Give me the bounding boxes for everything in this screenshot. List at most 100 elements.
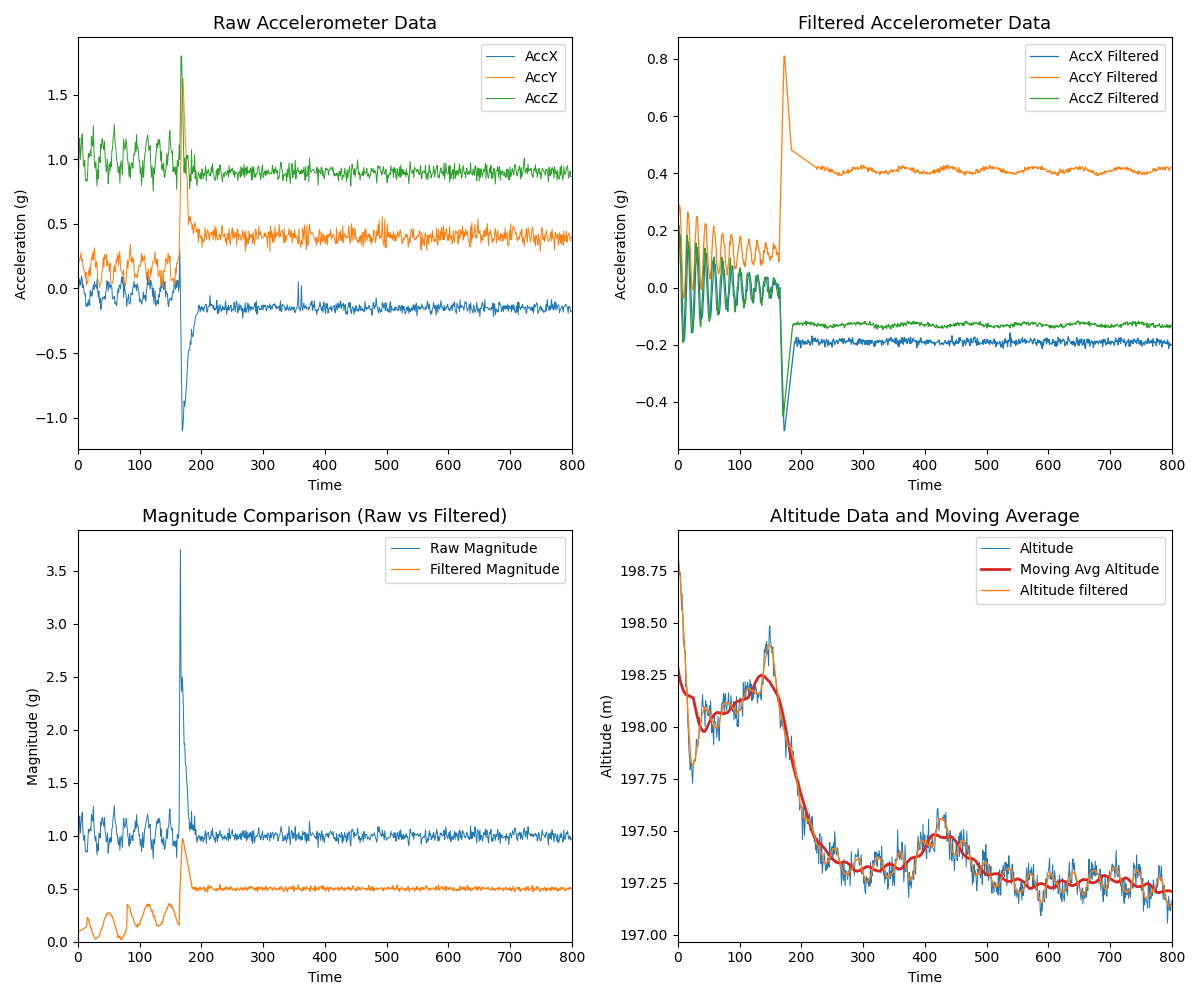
Line: AccZ: AccZ xyxy=(78,56,571,191)
AccX xyxy=(372,307,386,319)
AccZ xyxy=(564,171,578,183)
Raw Magnitude xyxy=(173,543,187,555)
Line: AccX Filtered: AccX Filtered xyxy=(678,235,1171,431)
Moving Avg Altitude xyxy=(1152,887,1166,899)
Filtered Magnitude xyxy=(372,883,386,895)
AccY xyxy=(102,261,116,273)
AccZ Filtered xyxy=(959,317,973,329)
AccY Filtered xyxy=(1097,168,1111,180)
AccZ xyxy=(386,171,401,183)
Altitude xyxy=(1160,917,1175,929)
Raw Magnitude xyxy=(497,831,511,843)
Altitude xyxy=(985,887,1000,899)
AccX xyxy=(497,300,511,312)
AccZ xyxy=(497,169,511,181)
Raw Magnitude xyxy=(446,834,461,846)
Raw Magnitude xyxy=(386,832,401,844)
AccX Filtered xyxy=(673,229,688,241)
Altitude filtered xyxy=(985,874,1000,886)
Altitude filtered xyxy=(1163,901,1177,913)
Moving Avg Altitude xyxy=(1045,882,1060,894)
Raw Magnitude xyxy=(101,847,115,859)
AccY Filtered xyxy=(776,50,791,62)
Raw Magnitude xyxy=(372,826,386,838)
Altitude xyxy=(1045,871,1060,883)
Moving Avg Altitude xyxy=(1096,870,1110,882)
AccY Filtered xyxy=(971,165,985,177)
Y-axis label: Altitude (m): Altitude (m) xyxy=(600,694,614,777)
AccY Filtered xyxy=(671,232,685,244)
Line: Altitude filtered: Altitude filtered xyxy=(678,564,1171,907)
AccX xyxy=(173,244,187,256)
AccY xyxy=(446,225,461,237)
Y-axis label: Acceleration (g): Acceleration (g) xyxy=(616,188,629,299)
AccZ Filtered xyxy=(702,312,716,324)
Filtered Magnitude xyxy=(175,833,190,845)
AccY xyxy=(71,258,85,270)
Moving Avg Altitude xyxy=(958,849,972,861)
Line: AccY: AccY xyxy=(78,79,571,288)
AccZ Filtered xyxy=(1164,319,1178,331)
AccX Filtered xyxy=(671,281,685,293)
AccX Filtered xyxy=(986,335,1001,347)
AccZ xyxy=(446,173,461,185)
AccZ Filtered xyxy=(1097,321,1111,333)
Line: Moving Avg Altitude: Moving Avg Altitude xyxy=(678,668,1171,893)
Line: AccY Filtered: AccY Filtered xyxy=(678,56,1171,298)
AccX xyxy=(564,305,578,317)
Altitude filtered xyxy=(1096,878,1110,890)
Raw Magnitude xyxy=(359,828,373,840)
Legend: Altitude, Moving Avg Altitude, Altitude filtered: Altitude, Moving Avg Altitude, Altitude … xyxy=(976,537,1165,604)
Moving Avg Altitude xyxy=(970,858,984,870)
AccX xyxy=(446,297,461,309)
Raw Magnitude xyxy=(146,853,161,865)
AccY xyxy=(175,73,190,85)
AccX xyxy=(71,284,85,296)
Altitude filtered xyxy=(958,837,972,849)
AccX Filtered xyxy=(1046,336,1061,348)
Moving Avg Altitude xyxy=(671,662,685,674)
AccY xyxy=(497,227,511,239)
AccY xyxy=(564,230,578,242)
AccY Filtered xyxy=(959,165,973,177)
AccY xyxy=(372,229,386,241)
AccZ xyxy=(101,177,115,189)
AccY Filtered xyxy=(677,292,691,304)
Filtered Magnitude xyxy=(359,884,373,896)
Title: Filtered Accelerometer Data: Filtered Accelerometer Data xyxy=(798,15,1051,33)
Altitude filtered xyxy=(701,705,715,717)
Altitude xyxy=(958,840,972,852)
X-axis label: Time: Time xyxy=(908,479,942,493)
Y-axis label: Acceleration (g): Acceleration (g) xyxy=(14,188,29,299)
Title: Raw Accelerometer Data: Raw Accelerometer Data xyxy=(212,15,437,33)
Line: AccX: AccX xyxy=(78,250,571,431)
Filtered Magnitude xyxy=(114,934,128,946)
Line: Raw Magnitude: Raw Magnitude xyxy=(78,549,571,859)
Altitude xyxy=(701,708,715,720)
Title: Magnitude Comparison (Raw vs Filtered): Magnitude Comparison (Raw vs Filtered) xyxy=(143,508,508,526)
X-axis label: Time: Time xyxy=(908,971,942,985)
Filtered Magnitude xyxy=(446,882,461,894)
Altitude xyxy=(970,877,984,889)
Filtered Magnitude xyxy=(497,883,511,895)
AccX xyxy=(386,304,401,316)
AccZ Filtered xyxy=(672,220,686,232)
X-axis label: Time: Time xyxy=(308,479,342,493)
Raw Magnitude xyxy=(564,833,578,845)
Filtered Magnitude xyxy=(101,907,115,919)
Moving Avg Altitude xyxy=(985,869,1000,881)
AccZ xyxy=(146,185,161,197)
AccX Filtered xyxy=(1097,337,1111,349)
Line: Altitude: Altitude xyxy=(678,549,1171,923)
AccZ xyxy=(372,162,386,174)
AccZ xyxy=(71,161,85,173)
Legend: Raw Magnitude, Filtered Magnitude: Raw Magnitude, Filtered Magnitude xyxy=(385,537,565,583)
AccX Filtered xyxy=(1164,339,1178,351)
AccX Filtered xyxy=(702,295,716,307)
AccX xyxy=(175,425,190,437)
AccX Filtered xyxy=(776,425,791,437)
Altitude filtered xyxy=(970,867,984,879)
Line: Filtered Magnitude: Filtered Magnitude xyxy=(78,839,571,940)
AccY xyxy=(359,222,373,234)
AccY Filtered xyxy=(1164,161,1178,173)
